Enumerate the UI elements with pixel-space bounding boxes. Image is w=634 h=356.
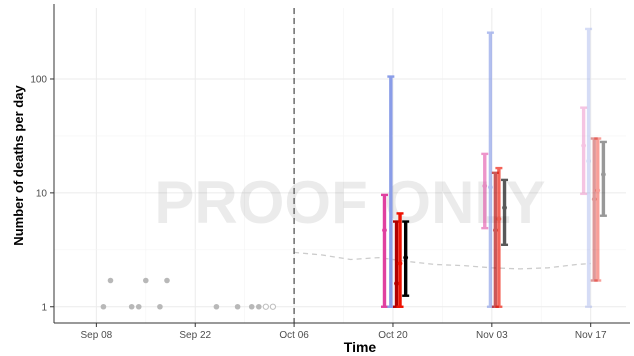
observed-point (107, 277, 114, 284)
observed-point (164, 277, 170, 284)
interval-median (591, 196, 597, 202)
observed-point (135, 303, 142, 310)
y-tick-label: 1 (41, 302, 47, 313)
observed-point (128, 303, 135, 310)
tick-labels: Sep 08 Sep 22 Oct 06 Oct 20 Nov 03 Nov 17 1 10 1… (30, 74, 607, 341)
interval-median (394, 281, 399, 286)
forecast-interval (501, 178, 509, 246)
interval-median (403, 255, 409, 261)
x-tick-label: Oct 20 (378, 330, 408, 341)
y-axis-title: Number of deaths per day (11, 85, 26, 246)
interval-median (382, 227, 387, 233)
y-tick-label: 10 (36, 188, 48, 199)
watermark-text: PROOF ONLY (154, 169, 545, 236)
forecast-interval (594, 137, 602, 282)
forecast-interval (590, 137, 598, 282)
forecast-interval (396, 212, 404, 308)
forecast-interval (495, 166, 503, 308)
forecast-interval (486, 31, 494, 308)
interval-median (502, 205, 507, 211)
interval-median (496, 216, 502, 222)
interval-median (492, 227, 498, 233)
axes (50, 4, 630, 327)
interval-median (601, 172, 606, 177)
y-tick-label: 100 (30, 74, 47, 85)
forecast-interval (585, 27, 593, 308)
interval-median (482, 183, 488, 189)
observed-point (269, 303, 277, 310)
forecast-interval (481, 152, 489, 230)
x-tick-label: Oct 06 (279, 330, 309, 341)
interval-median (397, 261, 403, 266)
interval-median (595, 188, 601, 193)
forecast-interval (380, 193, 388, 308)
interval-median (488, 184, 493, 190)
interval-median (586, 158, 591, 164)
x-tick-label: Sep 22 (179, 330, 211, 341)
observed-point (143, 277, 149, 284)
x-tick-label: Nov 03 (476, 330, 508, 341)
x-tick-label: Sep 08 (81, 330, 113, 341)
forecast-intervals-layer (380, 27, 607, 308)
trend-line-layer (294, 251, 591, 270)
observed-point (213, 303, 220, 310)
observed-point (248, 303, 255, 310)
observed-points-layer (100, 277, 277, 310)
trend-line (294, 251, 591, 270)
forecast-interval (580, 106, 588, 196)
x-tick-label: Nov 17 (575, 330, 607, 341)
forecast-interval (599, 140, 607, 217)
observed-point (262, 303, 269, 310)
observed-point (234, 303, 241, 310)
forecast-interval (402, 220, 410, 297)
x-axis-title: Time (344, 339, 377, 355)
observed-point (100, 303, 107, 310)
observed-point (255, 303, 262, 310)
interval-median (581, 143, 587, 149)
grid (54, 8, 626, 323)
observed-point (157, 303, 163, 310)
